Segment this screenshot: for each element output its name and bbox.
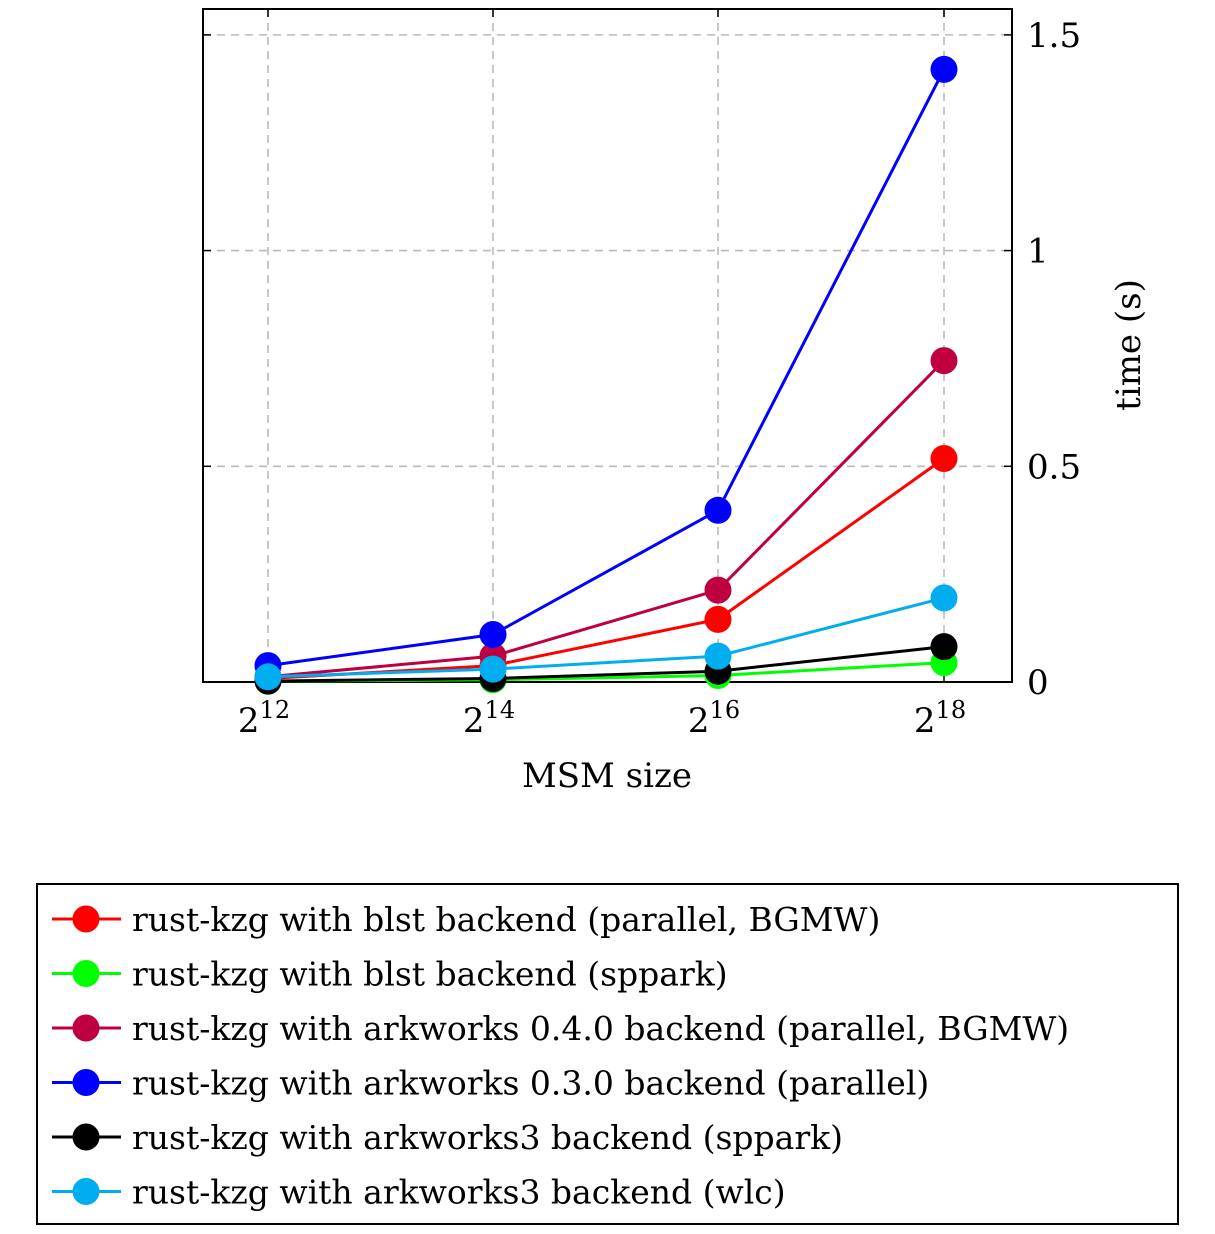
series-line <box>267 645 945 683</box>
x-tick-label: 216 <box>688 696 740 741</box>
series-1 <box>254 445 958 692</box>
legend-marker <box>72 905 100 933</box>
series-4 <box>254 55 958 680</box>
data-point <box>930 584 958 612</box>
data-point <box>704 642 732 670</box>
legend-label: rust-kzg with arkworks 0.4.0 backend (pa… <box>132 1009 1069 1048</box>
series-line <box>267 68 946 668</box>
data-point <box>254 663 282 691</box>
x-tick-label: 218 <box>914 696 966 741</box>
legend: rust-kzg with blst backend (parallel, BG… <box>52 900 1069 1212</box>
grid <box>203 9 1012 682</box>
y-tick-label: 1 <box>1027 232 1049 272</box>
legend-item: rust-kzg with arkworks 0.3.0 backend (pa… <box>52 1064 929 1103</box>
legend-label: rust-kzg with arkworks 0.3.0 backend (pa… <box>132 1064 929 1103</box>
data-point <box>704 496 732 524</box>
series <box>254 55 958 695</box>
x-tick-label: 214 <box>463 696 515 741</box>
legend-marker <box>72 960 100 987</box>
x-tick-base: 2 <box>238 701 260 741</box>
data-point <box>479 621 507 648</box>
plot-frame <box>202 8 1013 683</box>
legend-marker <box>72 1123 100 1151</box>
legend-label: rust-kzg with blst backend (sppark) <box>132 955 728 994</box>
series-line <box>267 457 945 680</box>
y-axis-label: time (s) <box>1109 279 1149 411</box>
x-tick-exponent: 16 <box>710 696 741 724</box>
legend-marker <box>72 1178 100 1205</box>
x-tick-exponent: 18 <box>936 696 967 724</box>
data-point <box>704 605 732 633</box>
y-tick-label: 0.5 <box>1027 447 1081 487</box>
y-tick-label: 0 <box>1027 663 1049 703</box>
x-tick-label: 212 <box>238 696 290 741</box>
data-point <box>704 576 732 604</box>
legend-label: rust-kzg with arkworks3 backend (sppark) <box>132 1118 843 1157</box>
data-point <box>930 445 958 472</box>
series-6 <box>254 584 958 691</box>
legend-box <box>36 883 1179 1225</box>
data-point <box>930 633 958 661</box>
legend-item: rust-kzg with arkworks 0.4.0 backend (pa… <box>52 1009 1069 1048</box>
legend-marker <box>72 1069 100 1096</box>
legend-item: rust-kzg with arkworks3 backend (sppark) <box>52 1118 843 1157</box>
x-tick-base: 2 <box>688 701 710 741</box>
legend-label: rust-kzg with arkworks3 backend (wlc) <box>132 1173 786 1212</box>
data-point <box>930 347 958 375</box>
legend-marker <box>72 1014 100 1042</box>
series-line <box>267 359 946 679</box>
x-tick-exponent: 14 <box>485 696 516 724</box>
x-axis-label: MSM size <box>522 756 692 796</box>
y-tick-label: 1.5 <box>1027 16 1081 56</box>
data-point <box>479 655 507 683</box>
x-tick-base: 2 <box>463 701 485 741</box>
legend-item: rust-kzg with blst backend (parallel, BG… <box>52 900 880 939</box>
legend-item: rust-kzg with arkworks3 backend (wlc) <box>52 1173 786 1212</box>
data-point <box>930 55 958 83</box>
series-3 <box>254 347 958 691</box>
legend-item: rust-kzg with blst backend (sppark) <box>52 955 728 994</box>
legend-label: rust-kzg with blst backend (parallel, BG… <box>132 900 880 939</box>
x-tick-exponent: 12 <box>260 696 291 724</box>
x-tick-base: 2 <box>914 701 936 741</box>
series-line <box>267 596 945 679</box>
